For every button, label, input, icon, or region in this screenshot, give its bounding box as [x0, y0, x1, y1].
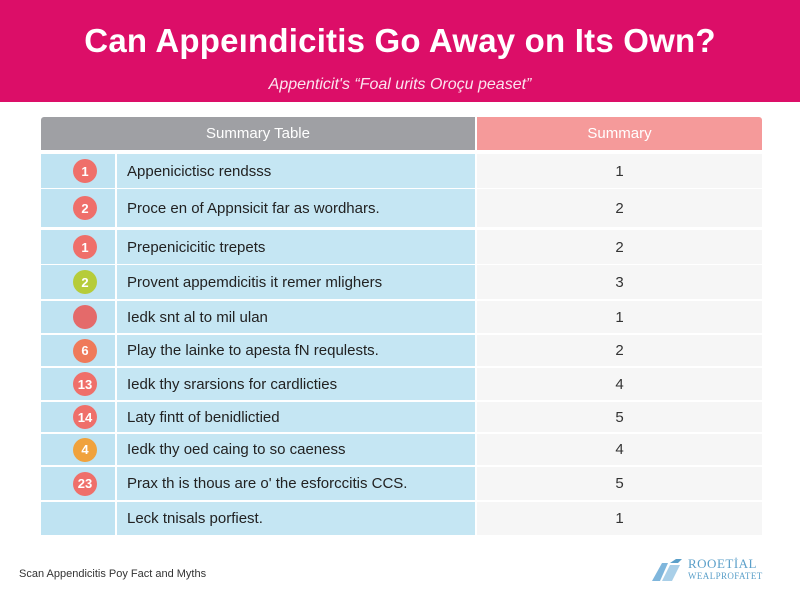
row-value: 4 — [477, 434, 762, 465]
table-row: 14 Laty fintt of benidlictied 5 — [41, 402, 762, 432]
row-number-badge: 2 — [73, 196, 97, 220]
table-row: Leck tnisals porfiest. 1 — [41, 502, 762, 535]
row-label: Proce en of Appnsicit far as wordhars. — [117, 189, 475, 227]
row-label: Iedk snt al to mil ulan — [117, 301, 475, 333]
table-row: 23 Prax th is thous are o' the esforcciti… — [41, 467, 762, 500]
row-value: 5 — [477, 402, 762, 432]
row-value: 4 — [477, 368, 762, 400]
row-number-cell — [41, 301, 115, 333]
row-value: 2 — [477, 335, 762, 366]
summary-table: Summary Table Summary 1 Appenicictisc ren… — [41, 117, 762, 535]
row-number-cell: 4 — [41, 434, 115, 465]
row-number-badge: 13 — [73, 372, 97, 396]
row-value: 2 — [477, 230, 762, 264]
table-row: 6 Play the lainke to apesta fN requlests.… — [41, 335, 762, 366]
table-row: Iedk snt al to mil ulan 1 — [41, 301, 762, 333]
row-number-cell: 1 — [41, 230, 115, 264]
row-number-badge: 4 — [73, 437, 97, 462]
row-label: Iedk thy srarsions for cardlicties — [117, 368, 475, 400]
row-number-cell: 2 — [41, 189, 115, 227]
row-number-cell — [41, 502, 115, 535]
row-number-cell: 23 — [41, 467, 115, 500]
row-number-badge: 6 — [73, 338, 97, 363]
table-row: 4 Iedk thy oed caing to so caeness 4 — [41, 434, 762, 465]
page-title: Can Appeındicitis Go Away on Its Own? — [84, 22, 716, 59]
row-number-badge: 23 — [73, 471, 97, 496]
footer-caption: Scan Appendicitis Poy Fact and Myths — [19, 568, 207, 580]
table-row: 13 Iedk thy srarsions for cardlicties 4 — [41, 368, 762, 400]
logo-tagline: WEALPROFATET — [688, 571, 763, 581]
row-number-cell: 14 — [41, 402, 115, 432]
row-number-badge: 1 — [73, 235, 97, 259]
row-label: Appenicictisc rendsss — [117, 154, 475, 188]
row-label: Leck tnisals porfiest. — [117, 502, 475, 535]
row-label: Prepenicicitic trepets — [117, 230, 475, 264]
row-value: 1 — [477, 301, 762, 333]
title-banner: Can Appeındicitis Go Away on Its Own? Ap… — [0, 0, 800, 102]
table-row: 1 Prepenicicitic trepets 2 — [41, 230, 762, 264]
page-subtitle: Appenticit's “Foal urits Oroçu peaset” — [268, 76, 532, 93]
row-label: Provent appemdicitis it remer mlighers — [117, 265, 475, 299]
logo-wordmark: ROOETİAL — [688, 556, 757, 571]
row-number-cell: 2 — [41, 265, 115, 299]
row-label: Play the lainke to apesta fN requlests. — [117, 335, 475, 366]
row-number-cell: 13 — [41, 368, 115, 400]
column-header-summary-table: Summary Table — [41, 117, 475, 150]
table-row: 2 Proce en of Appnsicit far as wordhars. 2 — [41, 189, 762, 227]
row-label: Laty fintt of benidlictied — [117, 402, 475, 432]
table-row: 2 Provent appemdicitis it remer mlighers 3 — [41, 265, 762, 299]
row-value: 1 — [477, 502, 762, 535]
row-number-cell: 1 — [41, 154, 115, 188]
pin-icon — [73, 305, 97, 329]
row-value: 5 — [477, 467, 762, 500]
row-value: 2 — [477, 189, 762, 227]
row-value: 1 — [477, 154, 762, 188]
row-value: 3 — [477, 265, 762, 299]
row-number-badge: 2 — [73, 270, 97, 294]
row-number-badge: 1 — [73, 159, 97, 183]
table-row: 1 Appenicictisc rendsss 1 — [41, 154, 762, 188]
row-number-cell: 6 — [41, 335, 115, 366]
row-number-badge: 14 — [73, 405, 97, 429]
brand-logo: ROOETİAL WEALPROFATET — [650, 555, 780, 585]
logo-mark-icon — [652, 559, 682, 581]
row-label: Iedk thy oed caing to so caeness — [117, 434, 475, 465]
row-label: Prax th is thous are o' the esforccitis … — [117, 467, 475, 500]
column-header-summary: Summary — [477, 117, 762, 150]
